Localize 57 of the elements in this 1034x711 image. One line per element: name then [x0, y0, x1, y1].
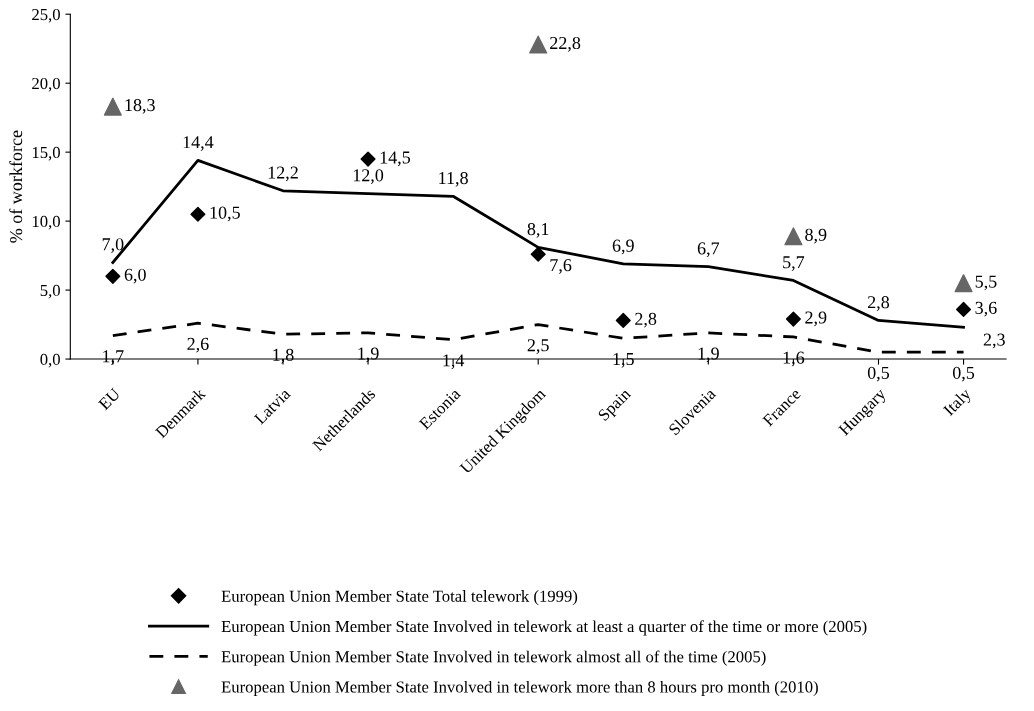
point	[103, 97, 122, 116]
data-label: 18,3	[125, 98, 155, 114]
data-label: 14,4	[183, 136, 214, 151]
data-label: 2,9	[805, 311, 827, 327]
data-label: 1,6	[783, 351, 805, 367]
legend-label: European Union Member State Involved in telework almost all of the time (2005)	[221, 650, 766, 666]
data-label: 5,5	[975, 275, 997, 291]
data-label: 8,9	[805, 228, 827, 244]
data-label: 6,7	[697, 242, 720, 258]
point	[615, 312, 631, 328]
point	[105, 268, 121, 284]
legend-label: European Union Member State Involved in telework at least a quarter of the time or more (2005)	[221, 620, 867, 636]
y-tick-label: 25,0	[32, 8, 60, 23]
point	[956, 301, 972, 317]
point	[785, 311, 801, 327]
y-tick-label: 15,0	[32, 146, 60, 161]
point	[954, 274, 973, 293]
point	[530, 246, 546, 262]
y-tick-label: 5,0	[40, 284, 60, 299]
data-label: 11,8	[439, 171, 468, 187]
y-axis-title: % of workforce	[9, 130, 23, 243]
y-tick-label: 10,0	[32, 215, 60, 230]
data-label: 3,6	[975, 301, 997, 317]
data-label: 22,8	[550, 36, 581, 52]
data-label: 1,5	[613, 353, 634, 368]
data-label: 0,5	[867, 366, 890, 382]
legend-label: European Union Member State Total telework (1999)	[221, 590, 578, 606]
data-label: 12,0	[353, 169, 384, 184]
point	[190, 206, 206, 222]
y-tick-label: 20,0	[32, 77, 60, 92]
x-tick-label: EU	[97, 387, 121, 411]
data-label: 5,7	[783, 256, 805, 271]
x-tick-label: Italy	[942, 386, 975, 419]
data-label: 7,6	[550, 259, 572, 274]
data-label: 1,8	[273, 348, 294, 364]
data-label: 2,3	[983, 333, 1005, 349]
data-label: 2,5	[527, 339, 549, 354]
legend-label: European Union Member State Involved in telework more than 8 hours pro month (2010)	[221, 680, 818, 696]
data-label: 2,8	[867, 296, 890, 311]
data-label: 10,5	[210, 206, 240, 222]
point	[784, 227, 803, 246]
data-label: 14,5	[380, 151, 411, 167]
data-label: 8,1	[527, 223, 549, 238]
data-label: 6,0	[124, 268, 146, 284]
data-label: 2,6	[187, 337, 209, 353]
data-label: 1,4	[443, 354, 465, 370]
data-label: 2,8	[635, 312, 657, 328]
point	[360, 151, 376, 167]
data-label: 1,9	[698, 347, 719, 363]
data-label: 7,0	[102, 238, 124, 253]
data-label: 0,5	[952, 366, 975, 382]
data-label: 12,2	[268, 166, 298, 182]
data-label: 1,9	[358, 347, 379, 363]
y-tick-label: 0,0	[40, 353, 60, 368]
data-label: 1,7	[103, 350, 124, 365]
point	[529, 35, 548, 54]
data-label: 6,9	[612, 239, 634, 255]
